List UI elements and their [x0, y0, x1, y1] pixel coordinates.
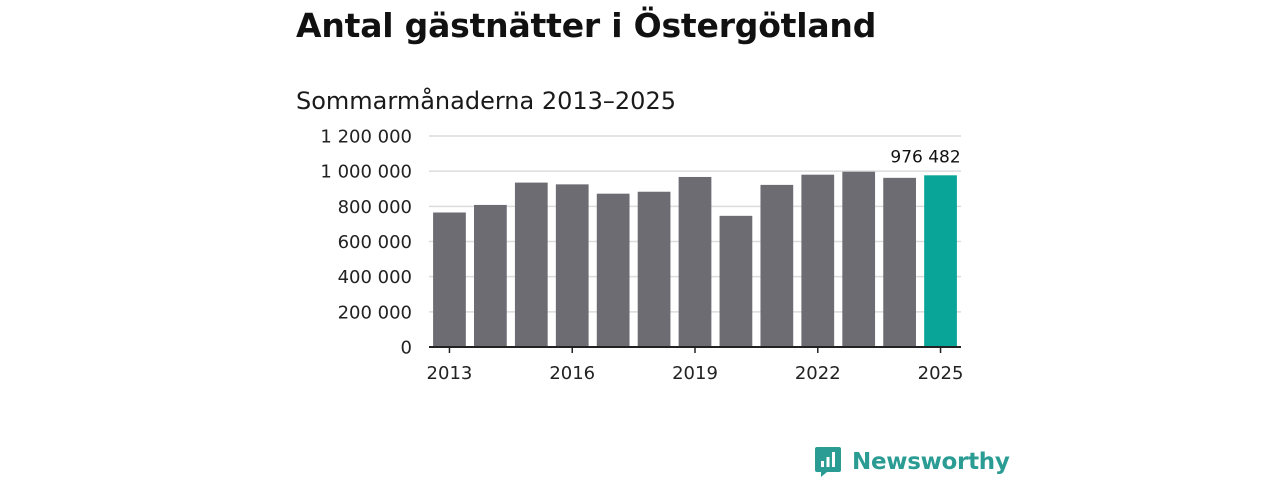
data-label-2025: 976 482	[890, 147, 960, 167]
brand-logo: Newsworthy	[814, 446, 1010, 478]
bar-2017	[596, 193, 630, 347]
y-tick-label: 400 000	[338, 267, 412, 288]
labels: 0 200 000 400 000 600 000 800 000 1 000 000 1 …	[320, 127, 963, 385]
bar-2023	[842, 171, 876, 347]
bar-2013	[433, 212, 466, 347]
y-tick-label: 800 000	[338, 197, 412, 218]
y-tick-label: 0	[401, 338, 412, 359]
y-tick-label: 1 200 000	[320, 127, 412, 148]
chart-title: Antal gästnätter i Östergötland	[296, 6, 877, 45]
x-tick-label: 2019	[672, 363, 718, 384]
bars	[433, 171, 957, 347]
bar-2015	[514, 182, 548, 347]
x-tick-label: 2025	[918, 363, 964, 384]
axes	[429, 346, 961, 353]
y-tick-label: 1 000 000	[320, 162, 412, 183]
newsworthy-logo-icon	[815, 447, 841, 477]
bar-2016	[555, 184, 589, 347]
bar-2020	[719, 215, 753, 347]
chart-subtitle: Sommarmånaderna 2013–2025	[296, 87, 676, 115]
bar-2014	[474, 204, 507, 347]
x-tick-label: 2013	[427, 363, 473, 384]
bar-2022	[801, 174, 835, 347]
y-tick-label: 200 000	[338, 302, 412, 323]
bar-2019	[678, 176, 712, 347]
brand-name: Newsworthy	[852, 449, 1010, 475]
x-tick-label: 2016	[549, 363, 595, 384]
bar-2025	[924, 175, 957, 347]
bar-2021	[760, 184, 794, 347]
bar-2018	[637, 191, 671, 347]
bar-chart: 0 200 000 400 000 600 000 800 000 1 000 000 1 …	[320, 127, 963, 385]
bar-2024	[883, 177, 916, 347]
x-tick-label: 2022	[795, 363, 841, 384]
y-tick-label: 600 000	[338, 232, 412, 253]
